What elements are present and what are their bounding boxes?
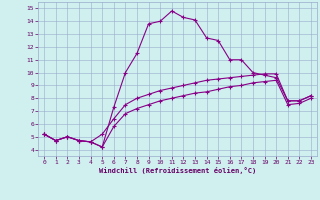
X-axis label: Windchill (Refroidissement éolien,°C): Windchill (Refroidissement éolien,°C) xyxy=(99,167,256,174)
